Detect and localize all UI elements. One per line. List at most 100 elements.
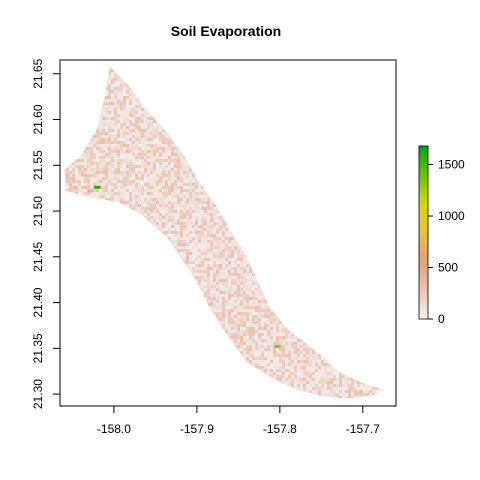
raster-cell [243,348,246,351]
raster-cell [231,246,234,249]
raster-cell [120,201,123,204]
raster-cell [303,381,306,384]
raster-cell [216,306,219,309]
raster-cell [114,111,117,114]
raster-cell [267,351,270,354]
raster-cell [279,354,282,357]
raster-cell [111,168,114,171]
raster-cell [186,264,189,267]
raster-cell [135,132,138,135]
raster-cell [192,192,195,195]
raster-cell [183,183,186,186]
raster-cell [309,357,312,360]
raster-cell [132,183,135,186]
raster-cell [117,93,120,96]
raster-cell [126,105,129,108]
raster-cell [366,384,369,387]
raster-cell [321,381,324,384]
raster-cell [231,270,234,273]
raster-cell [72,174,75,177]
raster-cell [234,267,237,270]
raster-cell [246,282,249,285]
raster-cell [213,231,216,234]
raster-cell [138,183,141,186]
raster-cell [297,375,300,378]
raster-cell [195,216,198,219]
raster-cell [201,285,204,288]
raster-cell [159,132,162,135]
raster-cell [219,309,222,312]
raster-cell [189,270,192,273]
raster-cell [195,237,198,240]
raster-cell [108,138,111,141]
raster-cell [78,159,81,162]
raster-cell [234,345,237,348]
raster-cell [129,201,132,204]
raster-cell [258,312,261,315]
raster-cell [204,261,207,264]
raster-cell [252,297,255,300]
raster-cell [123,117,126,120]
raster-cell [96,147,99,150]
raster-cell [282,375,285,378]
raster-cell [213,258,216,261]
raster-cell [177,159,180,162]
raster-cell [153,207,156,210]
raster-cell [144,141,147,144]
raster-cell [171,231,174,234]
raster-cell [105,102,108,105]
raster-cell [144,171,147,174]
raster-cell [150,162,153,165]
raster-cell [129,195,132,198]
raster-cell [306,390,309,393]
raster-cell [324,393,327,396]
raster-cell [126,114,129,117]
raster-cell [192,189,195,192]
raster-cell [129,162,132,165]
raster-cell [264,297,267,300]
raster-cell [150,117,153,120]
raster-cell [246,306,249,309]
raster-cell [192,204,195,207]
raster-cell [135,147,138,150]
raster-cell [138,156,141,159]
raster-cell [201,231,204,234]
raster-cell [138,177,141,180]
raster-cell [144,159,147,162]
raster-cell [285,348,288,351]
raster-cell [216,294,219,297]
raster-cell [234,336,237,339]
raster-cell [297,372,300,375]
raster-cell [177,234,180,237]
raster-cell [162,183,165,186]
raster-cell [198,195,201,198]
raster-cell [171,222,174,225]
raster-cell [96,144,99,147]
raster-cell [165,225,168,228]
raster-cell [237,345,240,348]
raster-cell [333,384,336,387]
raster-cell [96,174,99,177]
raster-cell [147,144,150,147]
raster-cell [180,153,183,156]
raster-cell [240,306,243,309]
raster-cell [114,123,117,126]
raster-cell [183,186,186,189]
raster-cell [102,141,105,144]
raster-cell [252,318,255,321]
x-tick-label: -158.0 [97,422,131,436]
raster-cell [153,135,156,138]
raster-cell [255,279,258,282]
raster-cell [318,390,321,393]
raster-cell [273,318,276,321]
raster-cell [135,168,138,171]
raster-cell [111,177,114,180]
raster-cell [306,387,309,390]
raster-cell [129,147,132,150]
raster-cell [189,204,192,207]
raster-cell [216,225,219,228]
raster-cell [198,267,201,270]
raster-cell [207,246,210,249]
raster-cell [186,261,189,264]
raster-cell [102,153,105,156]
